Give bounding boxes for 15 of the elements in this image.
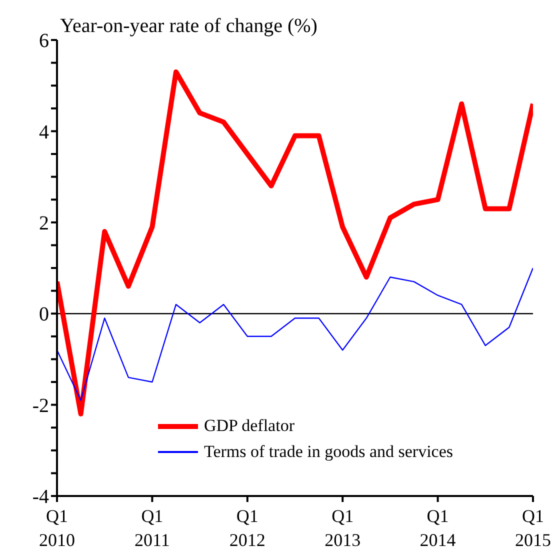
x-tick-label: Q1 2012 bbox=[229, 506, 266, 550]
legend-label: Terms of trade in goods and services bbox=[204, 441, 454, 463]
x-tick-label: Q1 2011 bbox=[134, 506, 170, 550]
x-tick-label: Q1 2015 bbox=[515, 506, 551, 550]
y-axis-title: Year-on-year rate of change (%) bbox=[60, 14, 318, 38]
x-tick-label: Q1 2010 bbox=[39, 506, 75, 550]
y-tick-label: 4 bbox=[39, 121, 49, 144]
x-tick-label: Q1 2013 bbox=[324, 506, 361, 550]
legend-label: GDP deflator bbox=[204, 415, 294, 437]
y-tick-label: 0 bbox=[39, 304, 49, 326]
y-tick-label: -4 bbox=[32, 486, 49, 508]
y-tick-label: 6 bbox=[39, 30, 49, 52]
y-tick-label: -2 bbox=[32, 394, 49, 417]
y-tick-label: 2 bbox=[39, 212, 49, 234]
x-tick-label: Q1 2014 bbox=[420, 506, 456, 550]
